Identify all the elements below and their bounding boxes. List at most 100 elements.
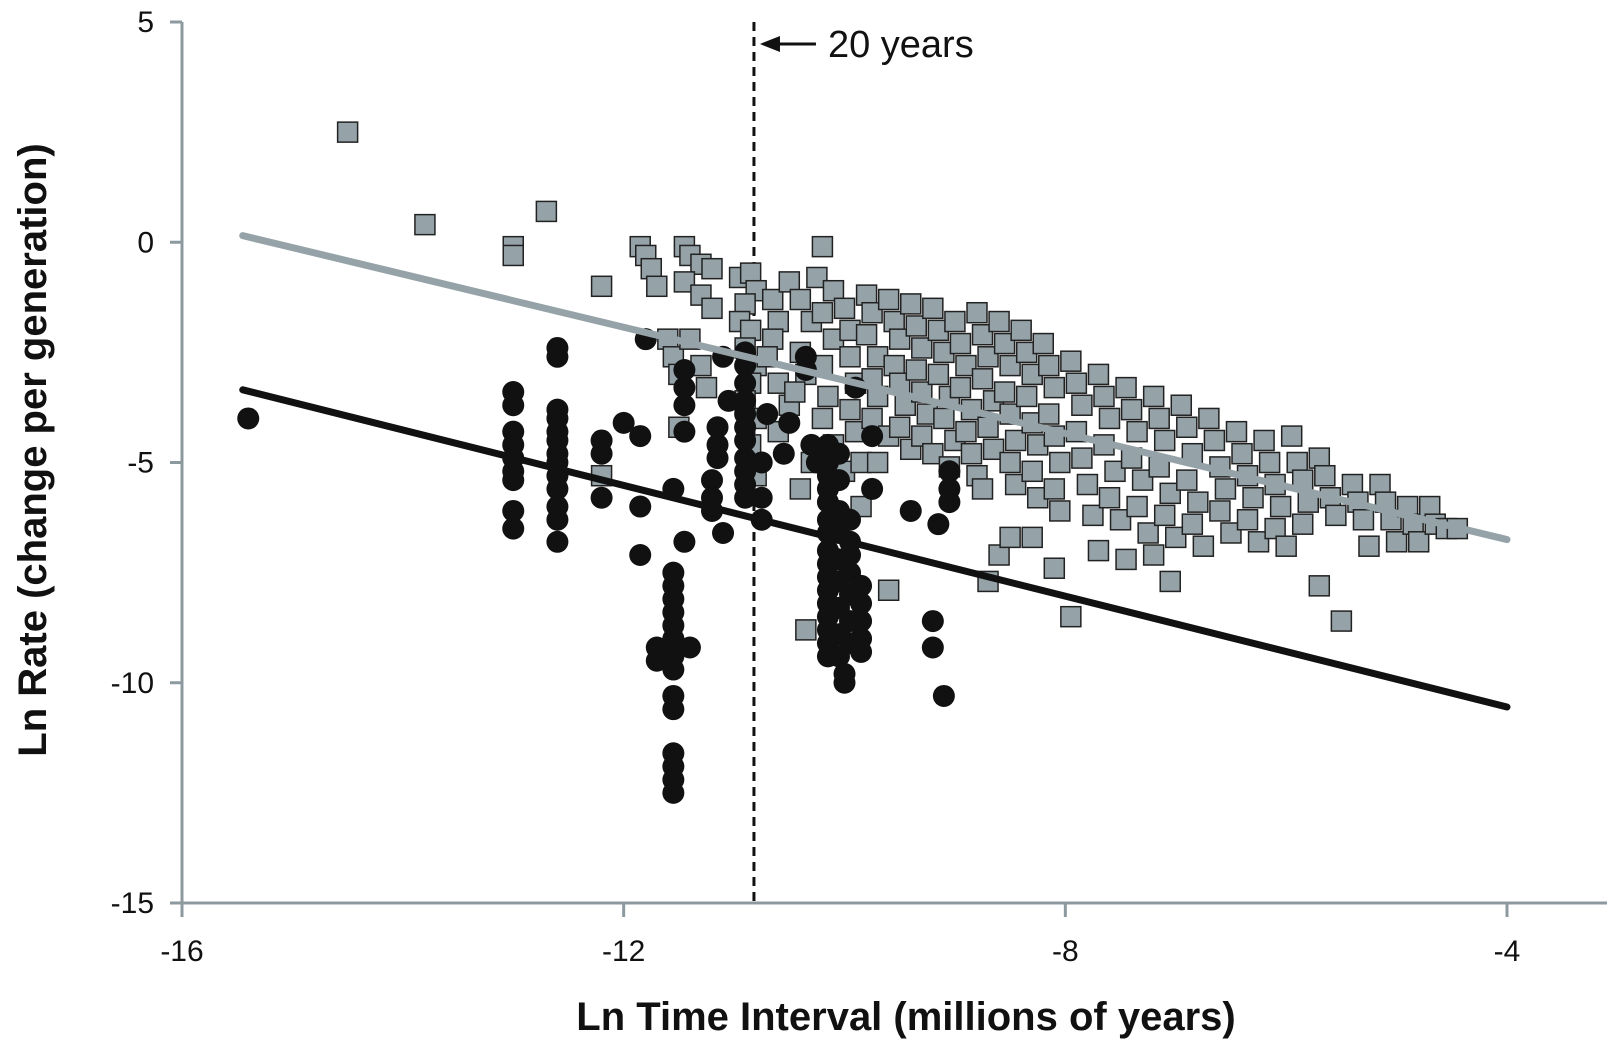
square-point <box>866 451 889 474</box>
square-point <box>927 363 950 386</box>
square-point <box>922 297 944 320</box>
circle-point <box>237 407 260 430</box>
square-point <box>811 301 834 324</box>
circle-point <box>629 425 652 448</box>
square-point <box>1280 425 1303 447</box>
square-point <box>1021 460 1043 483</box>
x-tick-label: -4 <box>1494 935 1521 968</box>
x-axis-title: Ln Time Interval (millions of years) <box>576 995 1235 1039</box>
square-point <box>833 297 856 320</box>
square-point <box>1098 486 1121 509</box>
square-point <box>955 420 977 443</box>
x-tick-label: -8 <box>1052 935 1079 968</box>
square-point <box>911 425 933 447</box>
square-point <box>1142 385 1165 408</box>
square-point <box>784 381 806 403</box>
circle-point <box>750 451 773 474</box>
square-point <box>1104 460 1126 483</box>
square-point <box>1314 464 1336 487</box>
square-point <box>1192 535 1215 557</box>
square-point <box>789 288 812 311</box>
square-point <box>1203 429 1226 452</box>
square-point <box>905 359 928 381</box>
square-point <box>1038 354 1060 377</box>
square-point <box>1165 526 1187 549</box>
square-point <box>1065 372 1088 394</box>
square-point <box>1021 526 1043 549</box>
square-point <box>999 354 1021 377</box>
square-point <box>1187 491 1209 513</box>
square-point <box>1258 451 1281 474</box>
circle-point <box>662 781 685 804</box>
square-point <box>336 121 359 143</box>
square-point <box>1176 416 1198 439</box>
circle-point <box>850 574 873 597</box>
square-point <box>1076 473 1099 496</box>
square-point <box>960 442 983 465</box>
square-point <box>839 398 861 421</box>
annotation-20-years: 20 years <box>759 24 974 66</box>
circle-point <box>673 376 696 399</box>
circle-point <box>800 433 823 456</box>
square-point <box>949 332 972 355</box>
square-point <box>695 376 718 399</box>
circle-point <box>546 345 569 368</box>
square-point <box>1264 517 1286 540</box>
circle-point <box>612 411 635 434</box>
square-point <box>1131 469 1154 491</box>
square-point <box>1038 403 1060 425</box>
square-point <box>1148 407 1170 430</box>
circle-point <box>750 486 773 509</box>
square-point <box>795 619 817 641</box>
square-point <box>789 478 812 500</box>
circle-point <box>921 610 944 633</box>
square-point <box>977 416 999 439</box>
circle-point <box>833 671 856 694</box>
circle-point <box>899 499 922 522</box>
circle-point <box>717 389 740 412</box>
circle-point <box>502 517 525 540</box>
y-tick-label: -10 <box>111 667 154 700</box>
y-axis-title: Ln Rate (change per generation) <box>11 143 55 756</box>
square-point <box>1198 407 1220 430</box>
square-point <box>817 385 839 408</box>
square-point <box>1126 420 1148 443</box>
square-point <box>977 346 999 368</box>
circle-point <box>590 442 613 465</box>
square-point <box>955 354 977 377</box>
circle-point <box>850 610 873 633</box>
circle-point <box>827 469 850 492</box>
square-point <box>1291 513 1314 535</box>
square-point <box>1082 504 1104 527</box>
circle-point <box>850 640 873 663</box>
square-point <box>1231 442 1253 465</box>
circle-point <box>938 491 961 514</box>
square-point <box>888 416 911 439</box>
square-point <box>911 337 933 359</box>
square-point <box>971 324 994 346</box>
circle-point <box>861 425 884 448</box>
square-point <box>646 275 668 298</box>
square-point <box>1015 385 1038 408</box>
square-point <box>944 310 966 333</box>
square-point <box>1159 482 1181 505</box>
square-point <box>966 301 988 324</box>
square-point <box>701 257 723 280</box>
square-point <box>1407 531 1430 553</box>
square-point <box>1004 429 1027 452</box>
square-point <box>414 213 436 236</box>
square-point <box>1087 363 1110 386</box>
square-point <box>1220 522 1242 544</box>
y-tick-label: 5 <box>137 6 154 39</box>
x-tick-label: -16 <box>160 935 203 968</box>
square-point <box>1109 509 1132 531</box>
circle-point <box>662 698 685 721</box>
square-point <box>701 297 723 320</box>
square-point <box>1043 478 1066 500</box>
circle-point <box>756 403 779 426</box>
square-point <box>1153 504 1176 527</box>
square-point <box>839 346 861 368</box>
circle-point <box>734 486 757 509</box>
circle-point <box>712 521 735 544</box>
square-point <box>861 301 883 324</box>
